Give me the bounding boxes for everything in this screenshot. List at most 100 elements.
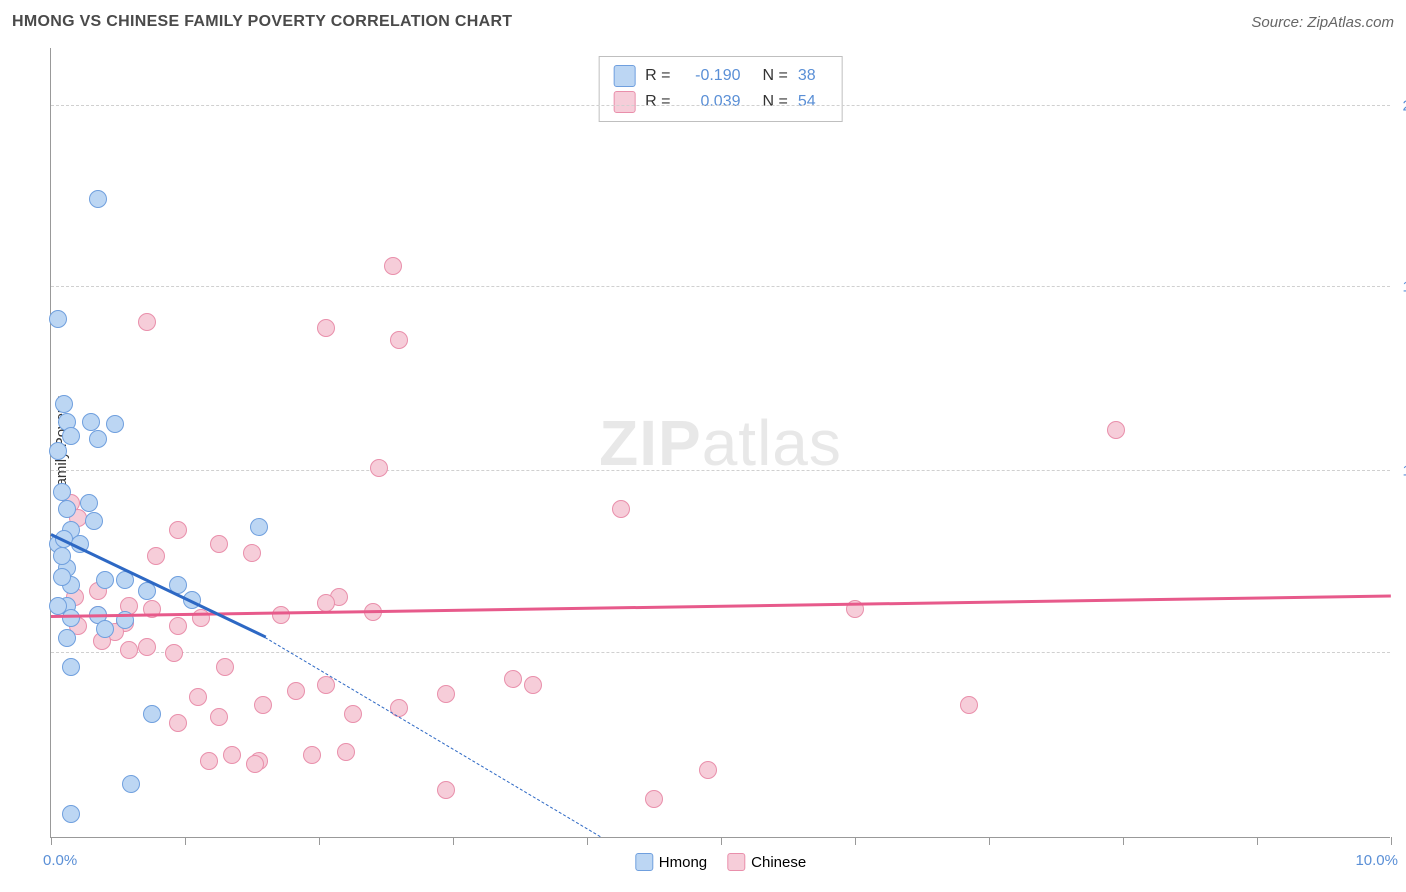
x-tick [587, 837, 588, 845]
gridline-h [51, 105, 1390, 106]
scatter-point-chinese [337, 743, 355, 761]
scatter-point-hmong [89, 190, 107, 208]
scatter-point-chinese [344, 705, 362, 723]
scatter-point-chinese [272, 606, 290, 624]
x-tick [453, 837, 454, 845]
scatter-point-chinese [390, 331, 408, 349]
scatter-point-chinese [243, 544, 261, 562]
scatter-point-hmong [49, 310, 67, 328]
chinese-n-value: 54 [798, 93, 828, 111]
scatter-point-chinese [960, 696, 978, 714]
scatter-point-hmong [55, 395, 73, 413]
scatter-point-hmong [89, 430, 107, 448]
scatter-point-hmong [53, 568, 71, 586]
r-label: R = [645, 93, 670, 111]
scatter-point-hmong [143, 705, 161, 723]
gridline-h [51, 470, 1390, 471]
source-prefix: Source: [1251, 14, 1307, 31]
legend-label-chinese: Chinese [751, 854, 806, 871]
hmong-r-value: -0.190 [681, 67, 741, 85]
scatter-point-hmong [96, 571, 114, 589]
scatter-point-chinese [254, 696, 272, 714]
x-tick [1123, 837, 1124, 845]
scatter-point-chinese [223, 746, 241, 764]
scatter-point-hmong [62, 427, 80, 445]
scatter-point-hmong [62, 658, 80, 676]
scatter-point-chinese [165, 644, 183, 662]
hmong-n-value: 38 [798, 67, 828, 85]
x-tick [989, 837, 990, 845]
scatter-point-hmong [58, 500, 76, 518]
x-tick [1391, 837, 1392, 845]
scatter-point-chinese [699, 761, 717, 779]
chart-title: HMONG VS CHINESE FAMILY POVERTY CORRELAT… [12, 13, 512, 31]
scatter-point-hmong [122, 775, 140, 793]
scatter-point-hmong [85, 512, 103, 530]
legend-label-hmong: Hmong [659, 854, 707, 871]
watermark-zip: ZIP [599, 407, 702, 479]
scatter-point-chinese [437, 685, 455, 703]
gridline-h [51, 652, 1390, 653]
scatter-point-chinese [524, 676, 542, 694]
scatter-point-chinese [147, 547, 165, 565]
source-name: ZipAtlas.com [1307, 14, 1394, 31]
scatter-point-hmong [53, 483, 71, 501]
scatter-point-chinese [210, 535, 228, 553]
scatter-point-hmong [62, 805, 80, 823]
trend-line [51, 594, 1391, 617]
legend: Hmong Chinese [635, 853, 806, 871]
chinese-r-value: 0.039 [681, 93, 741, 111]
gridline-h [51, 286, 1390, 287]
scatter-point-chinese [317, 319, 335, 337]
n-label: N = [763, 93, 788, 111]
scatter-point-chinese [189, 688, 207, 706]
scatter-point-hmong [82, 413, 100, 431]
scatter-point-hmong [96, 620, 114, 638]
scatter-point-hmong [106, 415, 124, 433]
scatter-point-chinese [169, 617, 187, 635]
legend-item-hmong: Hmong [635, 853, 707, 871]
scatter-point-chinese [1107, 421, 1125, 439]
scatter-point-chinese [645, 790, 663, 808]
swatch-hmong [613, 65, 635, 87]
scatter-point-chinese [437, 781, 455, 799]
y-tick-label: 18.8% [1395, 278, 1406, 295]
y-tick-label: 12.5% [1395, 463, 1406, 480]
scatter-point-chinese [200, 752, 218, 770]
x-axis-min-label: 0.0% [43, 852, 77, 869]
scatter-point-chinese [169, 714, 187, 732]
x-axis-max-label: 10.0% [1355, 852, 1398, 869]
scatter-point-chinese [138, 313, 156, 331]
trend-line [265, 637, 601, 837]
scatter-point-chinese [504, 670, 522, 688]
x-tick [1257, 837, 1258, 845]
scatter-point-hmong [250, 518, 268, 536]
scatter-point-chinese [384, 257, 402, 275]
x-tick [185, 837, 186, 845]
scatter-point-chinese [370, 459, 388, 477]
correlation-row-hmong: R = -0.190 N = 38 [613, 63, 828, 89]
scatter-point-hmong [49, 442, 67, 460]
correlation-row-chinese: R = 0.039 N = 54 [613, 89, 828, 115]
x-tick [51, 837, 52, 845]
scatter-point-chinese [287, 682, 305, 700]
scatter-point-chinese [246, 755, 264, 773]
scatter-point-chinese [138, 638, 156, 656]
x-tick [855, 837, 856, 845]
scatter-point-hmong [49, 597, 67, 615]
scatter-point-chinese [612, 500, 630, 518]
watermark-atlas: atlas [702, 407, 842, 479]
y-tick-label: 25.0% [1395, 97, 1406, 114]
scatter-point-hmong [80, 494, 98, 512]
n-label: N = [763, 67, 788, 85]
legend-item-chinese: Chinese [727, 853, 806, 871]
scatter-point-hmong [53, 547, 71, 565]
scatter-point-hmong [58, 629, 76, 647]
scatter-point-chinese [169, 521, 187, 539]
scatter-point-chinese [303, 746, 321, 764]
source-attribution: Source: ZipAtlas.com [1251, 14, 1394, 31]
correlation-stats-box: R = -0.190 N = 38 R = 0.039 N = 54 [598, 56, 843, 122]
swatch-hmong [635, 853, 653, 871]
watermark: ZIPatlas [599, 406, 842, 480]
y-tick-label: 6.3% [1395, 644, 1406, 661]
